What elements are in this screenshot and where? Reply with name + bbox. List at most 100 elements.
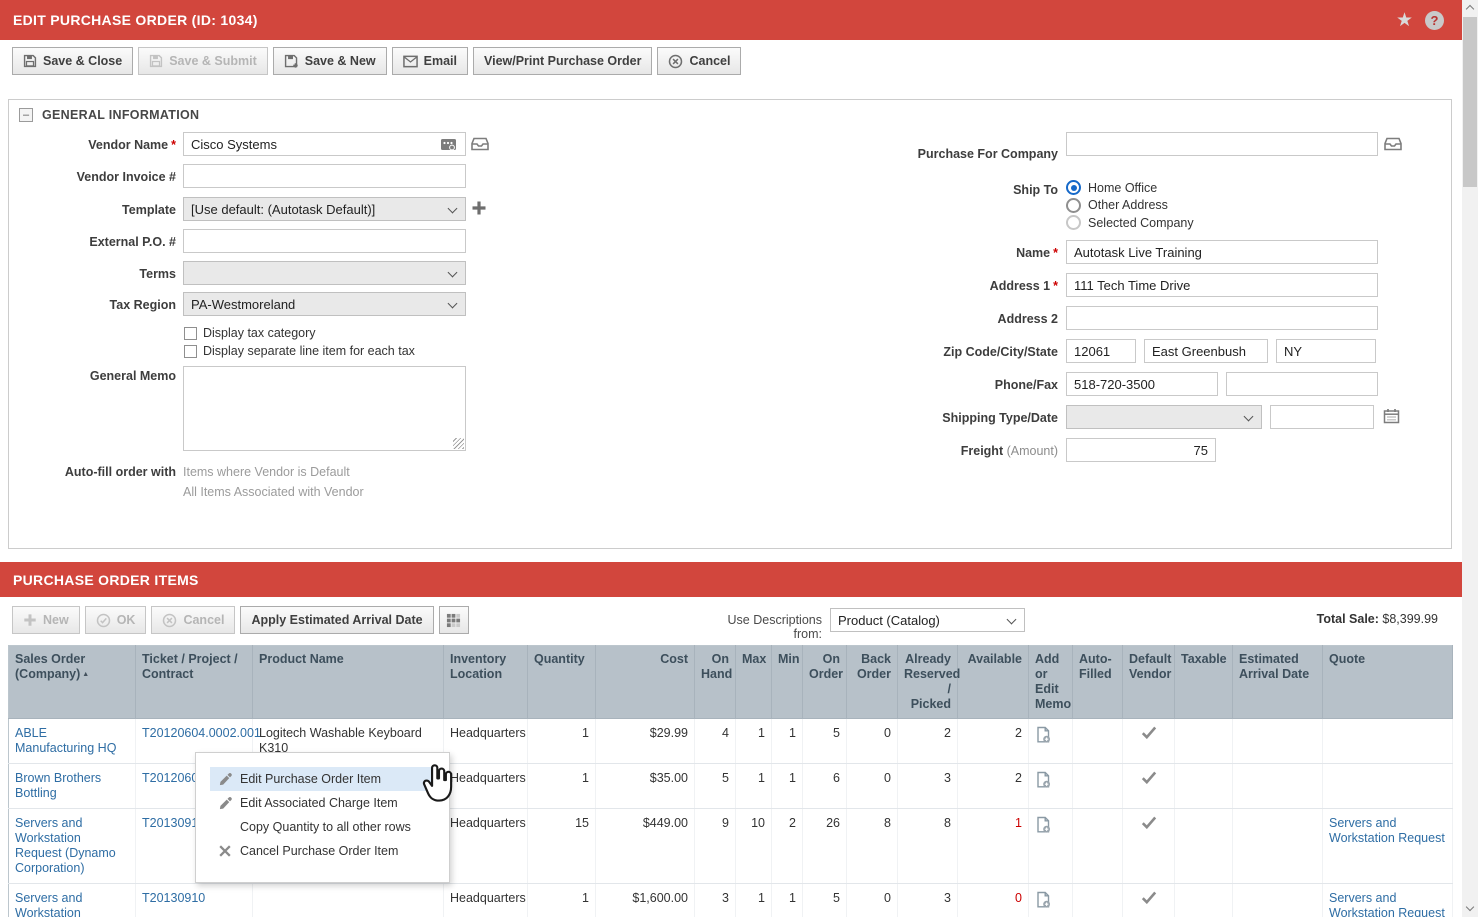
add-edit-memo-icon[interactable] <box>1035 816 1052 834</box>
col-header-taxable[interactable]: Taxable <box>1175 646 1233 719</box>
state-input[interactable] <box>1276 339 1376 363</box>
name-input[interactable] <box>1066 240 1378 264</box>
cancel-button[interactable]: Cancel <box>657 47 741 75</box>
col-header-cost[interactable]: Cost <box>596 646 695 719</box>
use-descriptions-select[interactable]: Product (Catalog) <box>830 608 1025 632</box>
col-header-auto_filled[interactable]: Auto-Filled <box>1073 646 1123 719</box>
add-edit-memo-icon[interactable] <box>1035 771 1052 789</box>
template-select[interactable]: [Use default: (Autotask Default)] <box>183 197 466 221</box>
add-template-icon[interactable] <box>471 200 487 216</box>
col-header-default_vendor[interactable]: Default Vendor <box>1123 646 1175 719</box>
scroll-down-button[interactable] <box>1462 900 1478 917</box>
quote-link[interactable]: Servers and Workstation Request <box>1329 891 1445 917</box>
context-menu-item-cancel-purchase-order-item[interactable]: Cancel Purchase Order Item <box>210 839 433 863</box>
terms-select[interactable] <box>183 261 466 285</box>
vendor-tray-icon[interactable] <box>471 137 489 151</box>
col-header-max[interactable]: Max <box>736 646 772 719</box>
company-tray-icon[interactable] <box>1384 137 1402 151</box>
scrollbar-thumb[interactable] <box>1463 17 1477 187</box>
shipping-date-input[interactable] <box>1270 405 1374 429</box>
col-header-on_order[interactable]: On Order <box>803 646 847 719</box>
context-menu-item-copy-quantity-to-all-other-rows[interactable]: Copy Quantity to all other rows <box>210 815 433 839</box>
calendar-icon[interactable] <box>1383 408 1400 424</box>
freight-input[interactable] <box>1066 438 1216 462</box>
col-header-company[interactable]: Sales Order (Company)▲ <box>9 646 136 719</box>
chevron-down-icon <box>1244 412 1254 422</box>
radio-icon[interactable] <box>1066 215 1081 230</box>
col-header-on_hand[interactable]: On Hand <box>695 646 736 719</box>
col-header-min[interactable]: Min <box>772 646 803 719</box>
ticket-link[interactable]: T20120604.0002.001 <box>142 726 261 740</box>
ship-to-option-selected-company[interactable]: Selected Company <box>1066 215 1194 230</box>
company-link[interactable]: Brown Brothers Bottling <box>15 771 101 800</box>
company-cell: ABLE Manufacturing HQ <box>9 719 136 764</box>
favorite-star-icon[interactable]: ★ <box>1396 9 1413 32</box>
ship-to-option-home-office[interactable]: Home Office <box>1066 180 1157 195</box>
ship-to-option-other-address[interactable]: Other Address <box>1066 198 1168 213</box>
col-header-location[interactable]: Inventory Location <box>444 646 528 719</box>
vendor-selector-icon[interactable] <box>440 136 457 153</box>
location-cell: Headquarters <box>444 764 528 809</box>
items-ok-button[interactable]: OK <box>85 606 147 634</box>
col-header-reserved[interactable]: Already Reserved / Picked <box>898 646 958 719</box>
fax-input[interactable] <box>1226 372 1378 396</box>
col-header-quote[interactable]: Quote <box>1323 646 1453 719</box>
radio-icon[interactable] <box>1066 198 1081 213</box>
on_hand-cell: 3 <box>695 884 736 917</box>
zip-input[interactable] <box>1066 339 1136 363</box>
items-cancel-button[interactable]: Cancel <box>151 606 235 634</box>
items-new-button[interactable]: New <box>12 606 80 634</box>
back_order-cell: 0 <box>847 719 898 764</box>
save-close-button[interactable]: Save & Close <box>12 47 133 75</box>
external-po-input[interactable] <box>183 229 466 253</box>
shipping-type-select[interactable] <box>1066 405 1262 429</box>
quote-link[interactable]: Servers and Workstation Request <box>1329 816 1445 845</box>
add-edit-memo-icon[interactable] <box>1035 891 1052 909</box>
scroll-up-button[interactable] <box>1462 0 1478 17</box>
general-memo-textarea[interactable] <box>183 366 466 451</box>
save-new-button[interactable]: Save & New <box>273 47 387 75</box>
col-header-back_order[interactable]: Back Order <box>847 646 898 719</box>
vendor-name-input[interactable] <box>183 132 466 156</box>
company-link[interactable]: Servers and Workstation Request (Dynamo … <box>15 816 116 875</box>
quote-cell: Servers and Workstation Request <box>1323 809 1453 884</box>
address2-input[interactable] <box>1066 306 1378 330</box>
city-input[interactable] <box>1144 339 1268 363</box>
quantity-cell: 1 <box>528 719 596 764</box>
vendor-invoice-input[interactable] <box>183 164 466 188</box>
help-icon[interactable]: ? <box>1425 11 1444 30</box>
email-button[interactable]: Email <box>392 47 468 75</box>
context-menu-item-edit-purchase-order-item[interactable]: Edit Purchase Order Item <box>210 767 433 791</box>
save-new-icon <box>284 54 299 69</box>
eta-cell <box>1233 809 1323 884</box>
company-link[interactable]: ABLE Manufacturing HQ <box>15 726 116 755</box>
tax-region-select[interactable]: PA-Westmoreland <box>183 292 466 316</box>
address1-input[interactable] <box>1066 273 1378 297</box>
resize-grip[interactable] <box>453 438 464 449</box>
default-vendor-check-icon <box>1141 726 1157 739</box>
ticket-cell: T20130910 <box>136 884 253 917</box>
ticket-link[interactable]: T20130910 <box>142 891 205 905</box>
col-header-memo[interactable]: Add or Edit Memo <box>1029 646 1073 719</box>
autofill-items-vendor-default-link[interactable]: Items where Vendor is Default <box>183 465 350 479</box>
col-header-available[interactable]: Available <box>958 646 1029 719</box>
save-submit-button[interactable]: Save & Submit <box>138 47 268 75</box>
items-apply-estimated-arrival-date-button[interactable]: Apply Estimated Arrival Date <box>240 606 433 634</box>
radio-icon[interactable] <box>1066 180 1081 195</box>
autofill-all-items-link[interactable]: All Items Associated with Vendor <box>183 485 364 499</box>
view-print-purchase-order-button[interactable]: View/Print Purchase Order <box>473 47 652 75</box>
add-edit-memo-icon[interactable] <box>1035 726 1052 744</box>
display-tax-category-checkbox[interactable] <box>184 327 197 340</box>
column-chooser-button[interactable] <box>439 606 469 634</box>
company-link[interactable]: Servers and Workstation Request (Dynamo … <box>15 891 116 917</box>
phone-input[interactable] <box>1066 372 1218 396</box>
context-menu-item-edit-associated-charge-item[interactable]: Edit Associated Charge Item <box>210 791 433 815</box>
col-header-quantity[interactable]: Quantity <box>528 646 596 719</box>
col-header-product[interactable]: Product Name <box>253 646 444 719</box>
collapse-section-button[interactable]: – <box>19 108 33 122</box>
display-separate-line-checkbox[interactable] <box>184 345 197 358</box>
purchase-for-company-input[interactable] <box>1066 132 1378 156</box>
col-header-ticket[interactable]: Ticket / Project / Contract <box>136 646 253 719</box>
plus-icon <box>23 613 37 627</box>
col-header-eta[interactable]: Estimated Arrival Date <box>1233 646 1323 719</box>
